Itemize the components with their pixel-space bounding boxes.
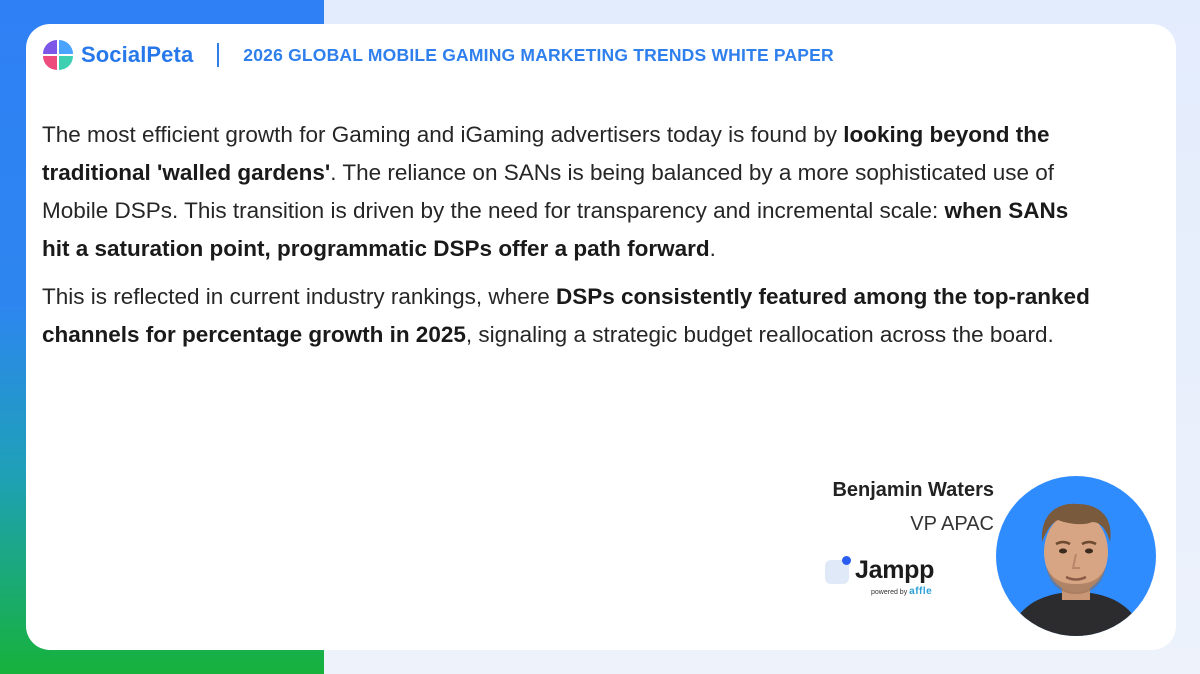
- quote-p1-text-3: .: [709, 236, 716, 261]
- company-name: Jampp: [855, 556, 935, 584]
- header-divider: [217, 43, 220, 67]
- quote-p2-text-1: This is reflected in current industry ra…: [42, 284, 556, 309]
- quote-p2-bold-1: DSPs consistently featured among the top…: [42, 284, 1090, 347]
- quote-body: The most efficient growth for Gaming and…: [42, 116, 1102, 364]
- quote-paragraph-2: This is reflected in current industry ra…: [42, 278, 1102, 354]
- quote-p1-bold-2: when SANs hit a saturation point, progra…: [42, 198, 1069, 261]
- quote-paragraph-1: The most efficient growth for Gaming and…: [42, 116, 1102, 268]
- author-role: VP APAC: [910, 513, 994, 535]
- socialpeta-logo-icon: [43, 40, 73, 70]
- quote-p1-bold-1: looking beyond the traditional 'walled g…: [42, 122, 1050, 185]
- author-avatar: [996, 476, 1156, 636]
- quote-p1-text-2: . The reliance on SANs is being balanced…: [42, 160, 1055, 223]
- quote-card: [26, 24, 1176, 650]
- brand-name: SocialPeta: [81, 42, 194, 67]
- powered-by-label: powered by: [871, 589, 908, 596]
- jampp-logo-dot-icon: [842, 556, 851, 565]
- company-logo: Jampp powered by affle: [825, 556, 945, 598]
- page-title: 2026 GLOBAL MOBILE GAMING MARKETING TREN…: [243, 44, 834, 65]
- powered-by-line: powered by affle: [871, 586, 932, 597]
- parent-company-name: affle: [909, 586, 933, 597]
- quote-p1-text-1: The most efficient growth for Gaming and…: [42, 122, 844, 147]
- quote-p2-text-2: , signaling a strategic budget reallocat…: [465, 322, 1054, 347]
- author-signature: Benjamin Waters VP APAC: [832, 475, 994, 539]
- header: SocialPeta 2026 GLOBAL MOBILE GAMING MAR…: [42, 38, 834, 72]
- author-portrait-icon: [996, 476, 1156, 636]
- author-name: Benjamin Waters: [832, 479, 994, 501]
